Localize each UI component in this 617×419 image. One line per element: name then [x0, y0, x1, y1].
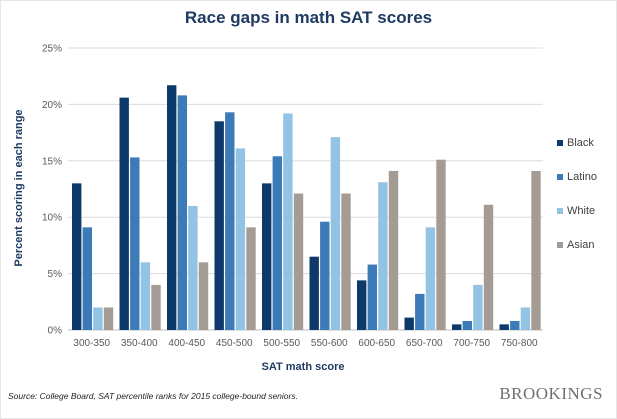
legend-label-latino: Latino [567, 171, 597, 183]
legend-swatch-latino [557, 174, 563, 180]
bar-asian-600-650 [388, 170, 399, 330]
bar-asian-550-600 [341, 193, 351, 330]
source-note: Source: College Board, SAT percentile ra… [8, 391, 298, 401]
legend-label-black: Black [567, 137, 594, 149]
x-tick-label: 600-650 [358, 338, 395, 349]
bar-asian-750-800 [531, 170, 541, 330]
bar-black-750-800 [499, 324, 509, 330]
bar-black-350-400 [119, 97, 129, 331]
bar-white-750-800 [520, 307, 531, 330]
bar-asian-450-500 [246, 227, 256, 330]
bar-asian-300-350 [103, 307, 114, 330]
legend-swatch-black [557, 140, 563, 146]
y-axis-title: Percent scoring in each range [13, 109, 25, 266]
bar-latino-550-600 [320, 221, 330, 330]
x-tick-label: 700-750 [453, 338, 490, 349]
bar-white-550-600 [330, 137, 341, 330]
x-tick-label: 550-600 [311, 338, 348, 349]
bar-latino-650-700 [415, 293, 425, 330]
bar-asian-350-400 [151, 284, 161, 330]
y-tick-label: 10% [42, 213, 62, 224]
bar-white-400-450 [188, 205, 198, 330]
y-tick-label: 15% [42, 156, 62, 167]
bar-white-650-700 [425, 227, 436, 330]
x-axis-title: SAT math score [262, 361, 345, 373]
bar-white-300-350 [93, 307, 103, 330]
bar-black-400-450 [167, 85, 177, 330]
bar-latino-350-400 [130, 157, 140, 330]
y-tick-label: 5% [48, 269, 63, 280]
x-tick-label: 400-450 [168, 338, 205, 349]
x-tick-label: 650-700 [406, 338, 443, 349]
legend-swatch-white [557, 208, 563, 214]
bar-asian-700-750 [483, 204, 494, 330]
bar-white-600-650 [378, 182, 388, 330]
legend-label-white: White [567, 205, 595, 217]
x-tick-label: 750-800 [501, 338, 538, 349]
y-tick-label: 20% [42, 100, 62, 111]
x-tick-label: 450-500 [216, 338, 253, 349]
x-tick-label: 300-350 [73, 338, 110, 349]
bar-latino-750-800 [510, 320, 520, 330]
bar-black-500-550 [262, 183, 272, 330]
bar-black-600-650 [357, 280, 367, 330]
bar-white-350-400 [140, 262, 151, 330]
bar-black-300-350 [72, 183, 82, 330]
legend-swatch-asian [557, 242, 563, 248]
y-tick-label: 0% [48, 326, 63, 337]
legend: Black Latino White Asian [557, 137, 597, 251]
bars [72, 85, 541, 331]
x-axis-ticks: 300-350 350-400 400-450 450-500 500-550 550-6… [73, 338, 538, 349]
bar-black-650-700 [404, 317, 414, 330]
bar-latino-300-350 [82, 227, 92, 330]
bar-black-700-750 [452, 324, 462, 330]
bar-white-700-750 [473, 284, 483, 330]
legend-label-asian: Asian [567, 239, 595, 251]
bar-asian-500-550 [293, 193, 304, 330]
y-axis-ticks: 0% 5% 10% 15% 20% 25% [42, 44, 62, 337]
bar-latino-500-550 [272, 156, 282, 330]
bar-white-450-500 [235, 148, 246, 330]
chart-title: Race gaps in math SAT scores [184, 8, 433, 27]
bar-latino-400-450 [177, 95, 187, 330]
brookings-logo: BROOKINGS [499, 384, 603, 403]
bar-latino-700-750 [462, 320, 472, 330]
bar-black-550-600 [309, 256, 319, 330]
x-tick-label: 500-550 [263, 338, 300, 349]
bar-black-450-500 [214, 121, 224, 330]
bar-latino-450-500 [225, 112, 235, 331]
bar-white-500-550 [283, 113, 293, 330]
x-tick-label: 350-400 [121, 338, 158, 349]
y-tick-label: 25% [42, 44, 62, 55]
bar-latino-600-650 [367, 264, 377, 330]
bar-asian-650-700 [436, 159, 446, 330]
bar-asian-400-450 [198, 262, 209, 330]
